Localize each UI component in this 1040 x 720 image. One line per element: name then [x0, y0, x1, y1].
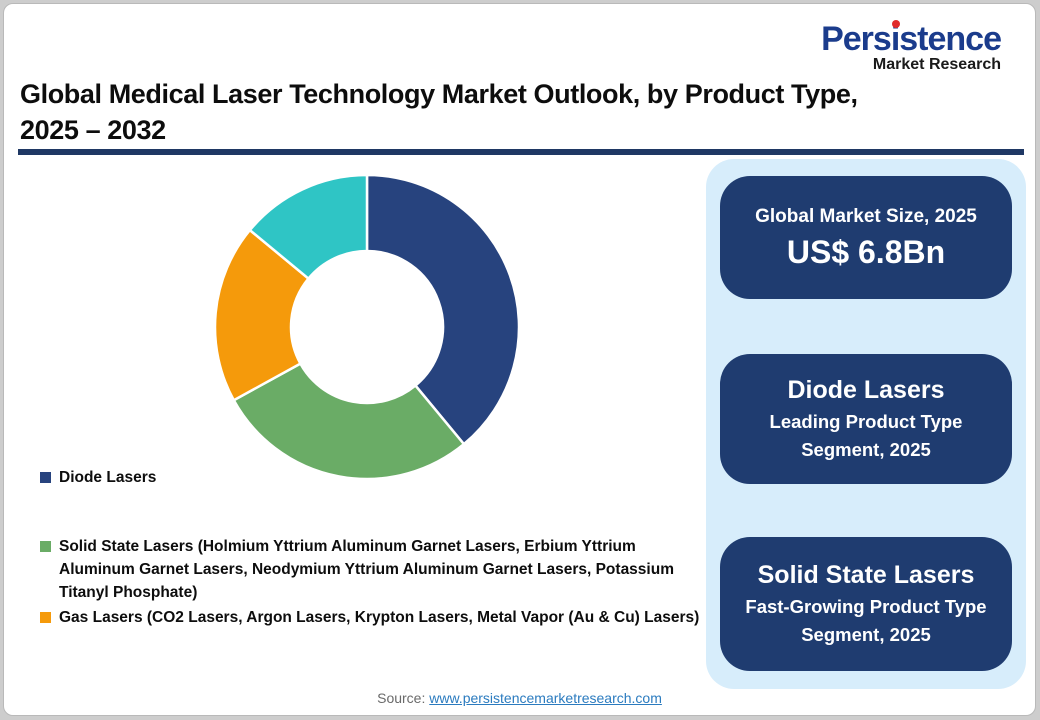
source-line: Source: www.persistencemarketresearch.co… — [4, 690, 1035, 706]
logo-red-dot: i — [890, 20, 901, 58]
page-title: Global Medical Laser Technology Market O… — [20, 76, 930, 148]
legend-item-gas-lasers: Gas Lasers (CO2 Lasers, Argon Lasers, Kr… — [34, 606, 710, 629]
highlight-panel: Global Market Size, 2025 US$ 6.8Bn Diode… — [706, 159, 1026, 689]
brand-tagline: Market Research — [872, 56, 1001, 73]
donut-slice — [213, 228, 311, 402]
page-title-line1: Global Medical Laser Technology Market O… — [20, 79, 858, 109]
legend-label: Diode Lasers — [59, 469, 157, 486]
source-prefix: Source: — [377, 690, 430, 706]
title-underline — [18, 149, 1024, 155]
market-size-heading: Global Market Size, 2025 — [755, 205, 977, 227]
donut-slice — [248, 173, 369, 281]
legend-item-diode-lasers: Diode Lasers — [34, 466, 710, 489]
donut-slice — [365, 173, 521, 446]
leading-segment-subtext: Leading Product Type Segment, 2025 — [769, 411, 963, 460]
chart-legend: Diode Lasers Solid State Lasers (Holmium… — [34, 466, 710, 629]
legend-swatch-gas — [40, 612, 51, 623]
legend-label: Solid State Lasers (Holmium Yttrium Alum… — [59, 538, 674, 601]
fast-growing-segment-card: Solid State Lasers Fast-Growing Product … — [720, 537, 1012, 671]
legend-label: Gas Lasers (CO2 Lasers, Argon Lasers, Kr… — [59, 609, 700, 626]
legend-swatch-diode — [40, 472, 51, 483]
brand-wordmark: Persistence — [821, 20, 1002, 58]
slide-frame: Persistence Market Research Global Medic… — [3, 3, 1036, 716]
market-size-card: Global Market Size, 2025 US$ 6.8Bn — [720, 176, 1012, 299]
legend-swatch-solid-state — [40, 541, 51, 552]
legend-item-solid-state-lasers: Solid State Lasers (Holmium Yttrium Alum… — [34, 535, 710, 604]
market-size-value: US$ 6.8Bn — [786, 233, 946, 270]
page-title-line2: 2025 – 2032 — [20, 115, 166, 145]
donut-slice — [232, 361, 466, 481]
brand-logo: Persistence Market Research — [821, 20, 1002, 73]
source-link[interactable]: www.persistencemarketresearch.com — [429, 690, 662, 706]
leading-segment-heading: Diode Lasers — [787, 376, 945, 404]
fast-growing-segment-subtext: Fast-Growing Product Type Segment, 2025 — [745, 596, 987, 645]
donut-chart — [213, 173, 521, 481]
fast-growing-segment-heading: Solid State Lasers — [757, 561, 975, 589]
leading-segment-card: Diode Lasers Leading Product Type Segmen… — [720, 354, 1012, 484]
